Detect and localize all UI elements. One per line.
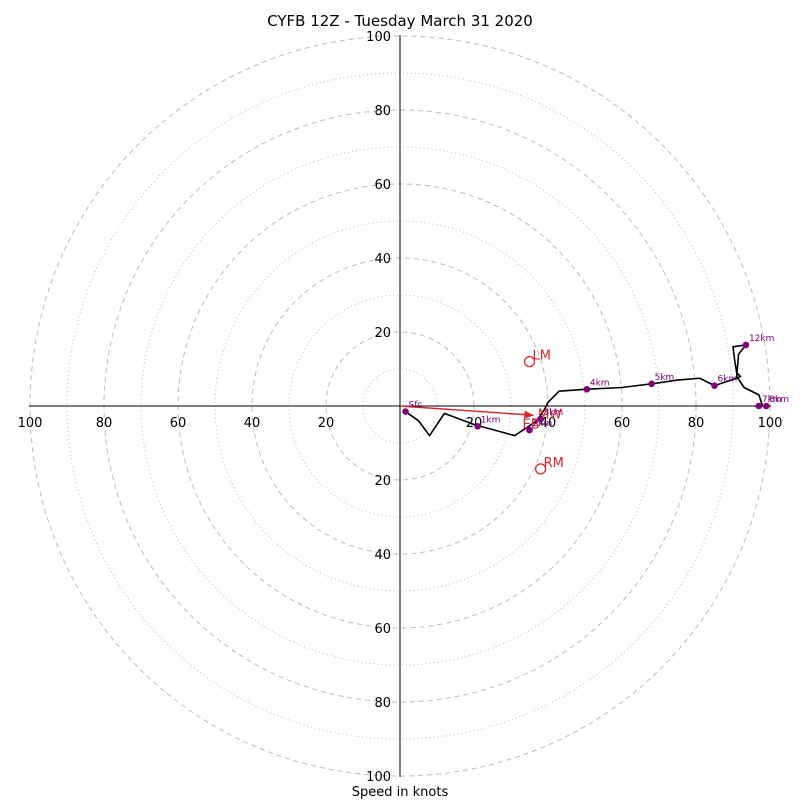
tick-label-west-100: 100 (18, 416, 43, 431)
tick-labels: 2020202040404040606060608080808010010010… (18, 30, 783, 785)
tick-label-north-100: 100 (366, 30, 391, 45)
hodograph-trace (405, 344, 767, 437)
level-label-6km: 6km (718, 375, 738, 385)
tick-label-west-40: 40 (244, 416, 261, 431)
tick-label-north-60: 60 (374, 178, 391, 193)
tick-label-south-60: 60 (374, 622, 391, 637)
motion-label-mw: MW (538, 407, 562, 422)
level-label-5km: 5km (655, 373, 675, 383)
tick-label-east-80: 80 (688, 416, 705, 431)
tick-label-east-100: 100 (758, 416, 783, 431)
tick-label-south-80: 80 (374, 696, 391, 711)
level-marker-1km (474, 423, 482, 430)
tick-label-east-60: 60 (614, 416, 631, 431)
level-marker-12km (742, 341, 750, 349)
tick-label-south-20: 20 (374, 474, 391, 489)
motion-marker-rm (534, 463, 547, 475)
level-label-12km: 12km (749, 334, 774, 344)
level-marker-8km (763, 402, 770, 410)
tick-label-south-40: 40 (374, 548, 391, 563)
tick-label-north-20: 20 (374, 326, 391, 341)
level-marker-2km (526, 426, 533, 434)
chart-title: CYFB 12Z - Tuesday March 31 2020 (267, 12, 533, 30)
level-marker-3km (537, 415, 544, 423)
level-label-sfc: Sfc (409, 401, 423, 411)
tick-label-south-100: 100 (366, 770, 391, 785)
level-marker-sfc (402, 408, 409, 415)
level-label-7km: 7km (762, 395, 782, 405)
level-marker-4km (583, 386, 591, 393)
hodograph-line (405, 344, 767, 437)
level-label-2km: 2km (533, 419, 553, 429)
level-label-3km: 3km (544, 408, 564, 418)
tick-label-west-60: 60 (170, 416, 187, 431)
level-marker-7km (755, 402, 763, 410)
level-label-4km: 4km (590, 378, 610, 388)
mean-wind-arrow (399, 405, 535, 419)
motion-label-lm: LM (533, 349, 551, 364)
tick-label-west-20: 20 (318, 416, 335, 431)
tick-label-north-40: 40 (374, 252, 391, 267)
x-axis-label: Speed in knots (352, 785, 449, 800)
tick-label-west-80: 80 (96, 416, 113, 431)
motion-marker-lm (523, 355, 536, 368)
level-marker-6km (711, 382, 718, 389)
level-label-1km: 1km (481, 415, 501, 425)
level-marker-5km (648, 380, 655, 388)
tick-label-east-40: 40 (540, 416, 557, 431)
motion-label-rm: RM (544, 456, 564, 471)
level-label-8km: 8km (769, 395, 789, 405)
tick-label-north-80: 80 (374, 104, 391, 119)
